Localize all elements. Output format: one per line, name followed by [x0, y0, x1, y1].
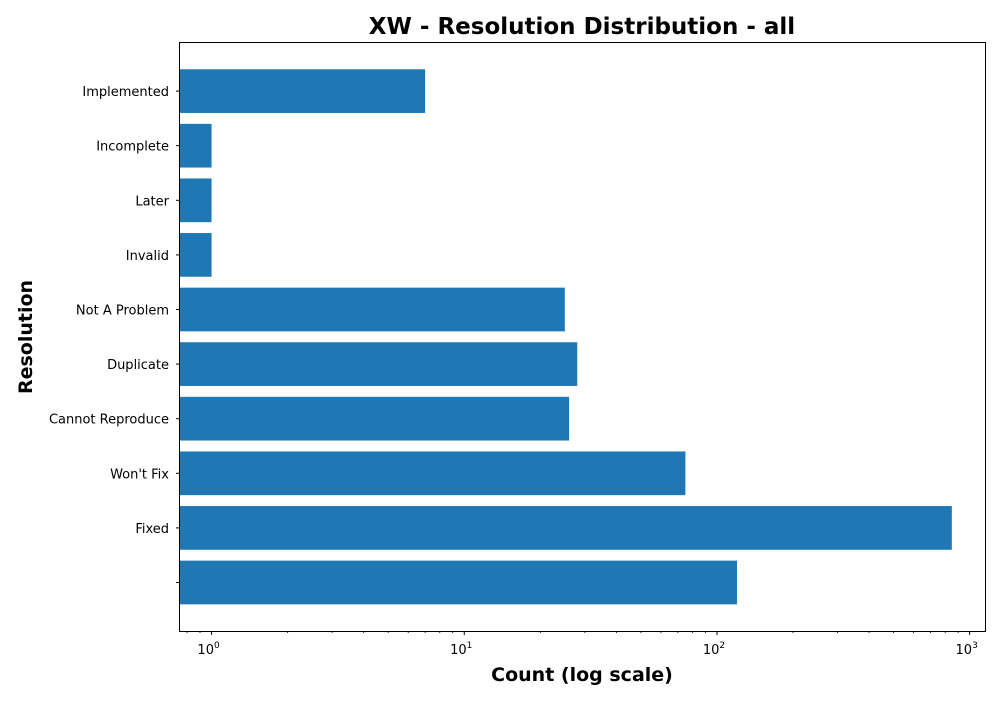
x-tick-label: 102	[703, 641, 725, 658]
bar	[180, 506, 952, 550]
y-tick-label: Implemented	[82, 85, 169, 100]
bar	[180, 178, 212, 223]
y-tick-label: Cannot Reproduce	[49, 413, 169, 428]
bar	[180, 342, 578, 386]
x-axis-label: Count (log scale)	[491, 664, 673, 686]
x-tick-label: 103	[956, 641, 978, 658]
y-tick-label: Not A Problem	[76, 304, 169, 319]
x-tick-label: 100	[197, 641, 220, 658]
plot-frame	[179, 42, 986, 632]
y-tick-label: Incomplete	[96, 140, 169, 155]
bar	[180, 560, 737, 605]
bar	[180, 69, 426, 113]
bar	[180, 233, 212, 277]
bar	[180, 287, 565, 332]
y-tick-label: Invalid	[126, 249, 169, 264]
chart-title: XW - Resolution Distribution - all	[369, 14, 795, 40]
y-tick-label: Duplicate	[107, 358, 169, 373]
y-tick-label: Won't Fix	[110, 467, 169, 482]
y-axis-label: Resolution	[15, 280, 37, 394]
bar	[180, 123, 212, 168]
bar	[180, 396, 570, 441]
y-tick-label: Later	[135, 194, 169, 209]
y-tick-label: Fixed	[135, 522, 169, 537]
x-tick-label: 101	[450, 641, 472, 658]
bar	[180, 451, 686, 496]
